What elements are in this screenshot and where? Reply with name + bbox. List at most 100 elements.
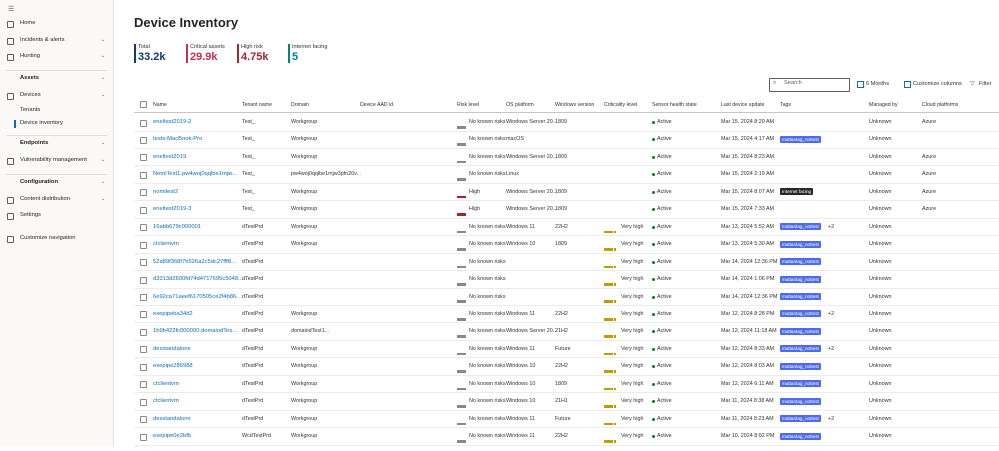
criticality-square	[610, 352, 613, 356]
column-header[interactable]: Sensor health state	[652, 102, 697, 108]
nav-chevron: ⌄	[101, 92, 106, 98]
cell-updated: Mar 15, 2024 8:23 AM	[721, 153, 775, 160]
device-name[interactable]: d3313d2600fd74d4717695c5048...	[153, 276, 243, 283]
nav-item[interactable]: Device inventory	[20, 120, 63, 126]
risk-square	[463, 422, 466, 426]
row-checkbox[interactable]	[140, 416, 147, 424]
column-header[interactable]: Tags	[780, 102, 791, 108]
device-name[interactable]: eneltest2019-3	[153, 206, 192, 213]
column-header[interactable]: Device AAD id	[360, 102, 394, 108]
device-name[interactable]: desstandalone	[153, 345, 191, 352]
device-name[interactable]: ctclientvm	[153, 380, 179, 387]
risk-square	[457, 317, 460, 321]
risk-icon	[457, 328, 467, 346]
nav-item[interactable]: Content distribution	[20, 196, 70, 202]
row-checkbox[interactable]	[140, 136, 147, 144]
sensor-state: Active	[657, 119, 672, 125]
device-name[interactable]: ctclientvm	[153, 398, 179, 405]
nav-item[interactable]: Vulnerability management	[20, 157, 87, 163]
row-checkbox[interactable]	[140, 346, 147, 354]
column-header[interactable]: Tenant name	[242, 102, 272, 108]
device-name[interactable]: 16abb679c000001	[153, 223, 202, 230]
sensor-state: Active	[657, 433, 672, 440]
nav-item[interactable]: Configuration	[20, 179, 58, 185]
device-name[interactable]: 1b9b422fc000000.domaindTes...	[153, 328, 238, 335]
nav-item[interactable]: Hunting	[20, 53, 40, 59]
risk-level: No known risks	[469, 433, 506, 440]
device-name[interactable]: nomitest2	[153, 188, 179, 195]
row-checkbox[interactable]	[140, 276, 147, 284]
device-name[interactable]: eneltest2019-2	[153, 119, 192, 125]
nav-item[interactable]: Settings	[20, 212, 41, 218]
row-checkbox[interactable]	[140, 381, 147, 389]
row-checkbox[interactable]	[140, 171, 147, 179]
row-checkbox[interactable]	[140, 328, 147, 336]
row-checkbox[interactable]	[140, 119, 147, 127]
nav-item[interactable]: Incidents & alerts	[20, 37, 65, 43]
column-header[interactable]: Risk level	[457, 102, 480, 108]
row-divider	[134, 182, 999, 184]
column-header[interactable]: OS platform	[506, 102, 534, 108]
device-name[interactable]: 6e92ca71aeef6170505ce2f4b86...	[153, 293, 242, 300]
row-checkbox[interactable]	[140, 363, 147, 371]
select-all-checkbox[interactable]	[140, 101, 147, 108]
nav-item[interactable]: Assets	[20, 75, 40, 81]
device-name[interactable]: exepipe286988	[153, 363, 193, 370]
device-name[interactable]: eneltest2019	[153, 153, 187, 160]
row-checkbox[interactable]	[140, 241, 147, 249]
cell-tenant: dTestPrd	[242, 415, 264, 422]
column-header[interactable]: Managed by	[869, 102, 898, 108]
device-name[interactable]: ctclientvm	[153, 241, 179, 248]
column-header[interactable]: Name	[153, 102, 167, 108]
row-checkbox[interactable]	[140, 224, 147, 232]
customize-button[interactable]: Customize columns	[913, 81, 962, 87]
device-name[interactable]: NomiTest1.pw4woj0qqlbe1mjw...	[153, 171, 237, 178]
nav-item[interactable]: Endpoints	[20, 140, 49, 146]
device-name[interactable]: desstandalone	[153, 415, 191, 422]
row-divider	[134, 339, 999, 341]
nav-item[interactable]: Devices	[20, 92, 41, 98]
more-tags[interactable]: +2	[828, 345, 835, 352]
search-box[interactable]	[769, 78, 850, 92]
device-name[interactable]: 52a89f368f7b526a2c5dc27fff8...	[153, 258, 236, 265]
row-checkbox[interactable]	[140, 206, 147, 214]
sensor-dot	[652, 243, 655, 247]
column-header[interactable]: Cloud platforms	[922, 102, 959, 108]
nav-item[interactable]: Tenants	[20, 107, 41, 113]
row-checkbox[interactable]	[140, 259, 147, 267]
column-header[interactable]: Criticality level	[604, 102, 638, 108]
menu-icon[interactable]: ☰	[8, 6, 15, 13]
nav-icon	[7, 213, 14, 220]
cell-updated: Mar 14, 2024 12:36 PM	[721, 293, 778, 300]
row-checkbox[interactable]	[140, 433, 147, 441]
device-name[interactable]: tests-MacBook-Pro	[153, 136, 203, 143]
device-name[interactable]: exepipe0e2bfb	[153, 433, 192, 440]
cell-tenant: Test_	[242, 188, 255, 195]
row-checkbox[interactable]	[140, 311, 147, 319]
period-button[interactable]: 6 Months	[866, 81, 890, 87]
cell-tenant: dTestPrd	[242, 363, 264, 370]
criticality-square	[607, 283, 610, 286]
row-checkbox[interactable]	[140, 189, 147, 197]
criticality-square	[604, 283, 607, 286]
column-header[interactable]: Windows version	[555, 102, 595, 108]
column-header[interactable]: Domain	[291, 102, 309, 108]
sensor-state: Active	[657, 258, 672, 265]
more-tags[interactable]: +2	[828, 223, 835, 230]
risk-square	[457, 387, 460, 391]
device-name[interactable]: exepipeba34d2	[153, 310, 193, 317]
row-checkbox[interactable]	[140, 398, 147, 406]
more-tags[interactable]: +2	[828, 310, 835, 317]
criticality-square	[610, 387, 613, 391]
nav-item[interactable]: Home	[20, 20, 36, 26]
sensor-state: Active	[657, 363, 672, 370]
column-header[interactable]: Last device update	[721, 102, 765, 108]
risk-square	[457, 125, 460, 129]
row-checkbox[interactable]	[140, 294, 147, 301]
filter-button[interactable]: Filter	[979, 81, 992, 87]
risk-square	[457, 160, 460, 164]
more-tags[interactable]: +2	[828, 415, 835, 422]
cell-managed: Unknown	[869, 206, 892, 213]
row-checkbox[interactable]	[140, 154, 147, 162]
nav-item[interactable]: Customize navigation	[20, 235, 76, 241]
